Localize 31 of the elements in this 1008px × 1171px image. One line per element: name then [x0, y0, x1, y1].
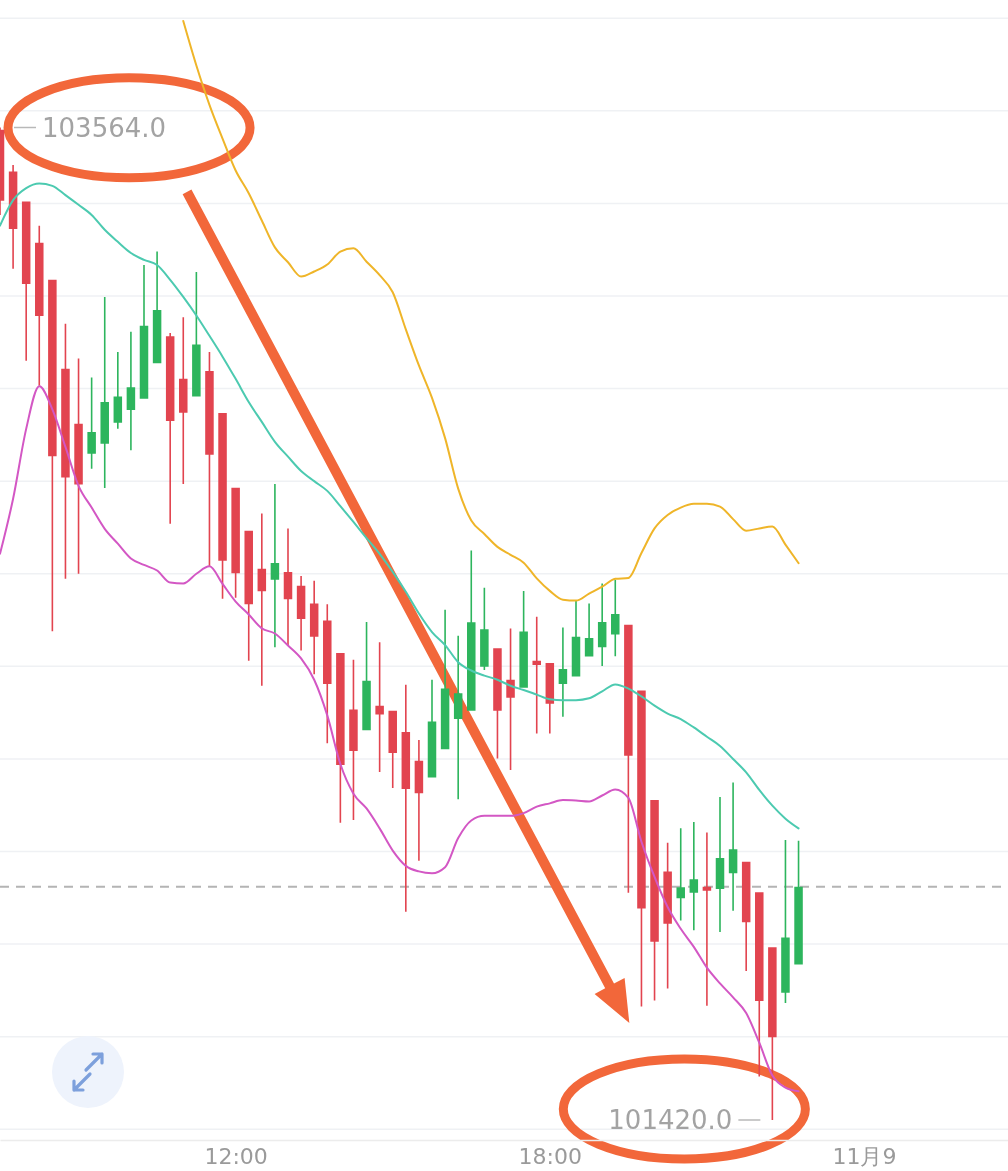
candlestick — [323, 604, 332, 744]
candlestick — [257, 513, 267, 686]
candlestick — [309, 580, 319, 675]
candlestick — [126, 331, 136, 451]
candlestick — [584, 603, 594, 657]
candlestick — [467, 550, 476, 711]
candlestick — [676, 828, 685, 921]
candlestick — [611, 579, 620, 657]
candlestick — [100, 296, 109, 489]
candlestick — [558, 627, 568, 717]
candlestick — [179, 317, 188, 484]
candlestick — [689, 821, 699, 931]
candlestick — [715, 796, 725, 933]
x-tick-label: 18:00 — [518, 1143, 583, 1169]
candlestick — [113, 352, 123, 429]
annotation: 101420.0 — [608, 1105, 733, 1136]
candlestick — [270, 483, 280, 648]
annotation: 103564.0 — [42, 112, 167, 143]
x-tick-label: 11月9 — [832, 1143, 897, 1169]
candlestick — [702, 832, 712, 1006]
candlestick — [755, 892, 764, 1077]
candlestick — [728, 782, 738, 911]
candlestick — [401, 684, 411, 912]
candlestick — [283, 528, 293, 646]
candlestick — [35, 225, 44, 386]
candlestick — [244, 530, 253, 661]
candlestick — [414, 739, 424, 861]
candlestick — [388, 710, 397, 789]
candlestick — [532, 616, 541, 734]
candlestick — [453, 635, 463, 800]
x-tick-label: 12:00 — [204, 1143, 268, 1169]
